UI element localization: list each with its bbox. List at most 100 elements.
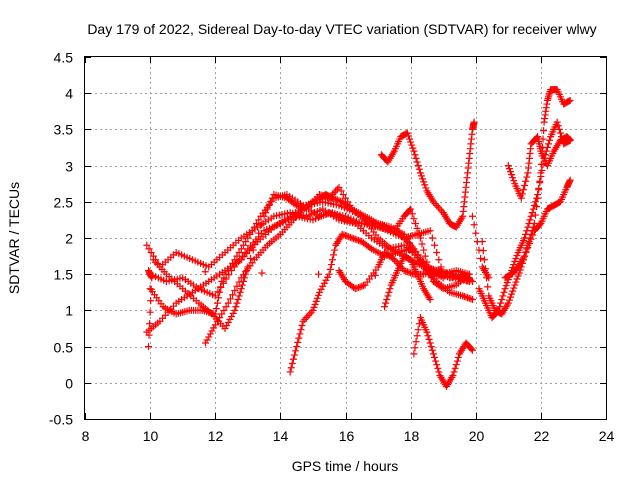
data-point-track-7 [460,293,468,301]
data-point-track-8 [468,277,476,285]
data-point-track-12 [499,292,507,300]
data-point-track-7 [310,303,318,311]
data-point-stray [147,297,155,305]
data-point-track-11 [426,339,434,347]
data-point-track-7 [298,321,306,329]
data-point-track-15 [529,231,537,239]
data-point-track-4 [250,223,258,231]
data-point-track-4 [231,256,239,264]
y-tick-label: 1 [65,303,73,319]
data-point-track-8 [356,283,364,291]
data-point-track-10 [384,292,392,300]
data-point-track-6 [216,314,224,322]
data-point-track-7 [459,292,467,300]
data-point-track-11 [428,346,436,354]
data-point-track-4 [217,283,225,291]
data-point-track-11 [449,372,457,380]
data-point-track-7 [304,312,312,320]
data-point-track-9 [412,154,420,162]
data-point-track-7 [355,236,363,244]
y-axis-label: SDTVAR / TECUs [6,182,22,294]
data-point-track-8 [400,267,408,275]
data-point-track-13 [534,194,542,202]
data-point-track-7 [299,317,307,325]
data-point-track-12 [512,255,520,263]
data-point-track-7 [315,288,323,296]
data-point-track-4 [220,274,228,282]
data-point-track-3 [423,258,431,266]
data-point-track-5 [233,299,241,307]
data-point-track-12 [554,122,562,130]
data-point-track-13 [509,287,517,295]
data-point-track-9 [410,147,418,155]
data-point-track-12 [497,299,505,307]
data-point-track-12 [531,198,539,206]
data-point-track-7 [324,273,332,281]
data-point-track-12 [546,136,554,144]
data-point-track-11 [415,320,423,328]
x-tick-label: 10 [143,428,159,444]
data-point-stray [477,255,485,263]
data-point-track-4 [226,263,234,271]
axis-ticks: 8 10 12 14 16 18 20 22 24 -0.5 0 0.5 1 1.5 2 2.5 3 3.5 4 4.… [49,50,615,445]
data-point-track-9 [417,172,425,180]
data-point-track-7 [462,293,470,301]
data-point-track-5 [293,201,301,209]
data-point-track-4 [212,305,220,313]
data-point-track-10 [382,299,390,307]
data-point-track-9 [422,184,430,192]
data-point-track-13 [565,97,573,105]
data-point-track-14 [518,190,526,198]
data-point-track-9 [408,141,416,149]
data-point-track-7 [322,276,330,284]
data-point-stray [428,273,436,281]
data-point-track-4 [244,234,252,242]
data-point-track-9 [407,138,415,146]
data-point-track-8 [351,285,359,293]
data-point-track-11 [451,364,459,372]
data-point-track-8 [358,282,366,290]
data-point-track-4 [246,230,254,238]
data-point-track-5 [232,303,240,311]
data-point-track-15 [521,252,529,260]
data-point-track-7 [297,326,305,334]
data-point-track-3 [241,248,249,256]
data-point-track-7 [319,282,327,290]
data-point-track-6 [346,204,354,212]
data-point-track-14 [566,136,574,144]
data-point-track-11 [414,326,422,334]
data-point-track-13 [530,220,538,228]
data-point-track-7 [467,295,475,303]
data-point-track-9 [414,162,422,170]
data-point-track-5 [265,201,273,209]
data-point-track-5 [257,221,265,229]
data-point-track-11 [412,338,420,346]
data-point-stray [144,343,152,351]
data-point-track-7 [295,334,303,342]
data-point-track-12 [556,129,564,137]
data-point-track-10 [381,303,389,311]
data-point-track-12 [526,216,534,224]
data-point-track-7 [286,368,294,376]
data-point-track-13 [511,281,519,289]
data-point-track-8 [355,283,363,291]
data-point-track-5 [337,187,345,195]
data-point-track-12 [496,303,504,311]
data-point-track-6 [328,194,336,202]
data-point-stray [258,269,266,277]
data-point-track-1 [143,241,151,249]
x-tick-label: 22 [534,428,550,444]
data-point-track-4 [233,252,241,260]
data-point-track-12 [510,261,518,269]
data-point-stray [468,212,476,220]
data-point-track-11 [454,353,462,361]
data-point-track-13 [506,293,514,301]
data-point-track-1 [147,248,155,256]
data-point-track-6 [210,324,218,332]
data-point-track-4 [218,277,226,285]
data-point-track-9 [415,165,423,173]
data-point-track-7 [343,232,351,240]
data-point-track-5 [260,212,268,220]
data-point-track-5 [339,191,347,199]
data-point-track-7 [309,306,317,314]
